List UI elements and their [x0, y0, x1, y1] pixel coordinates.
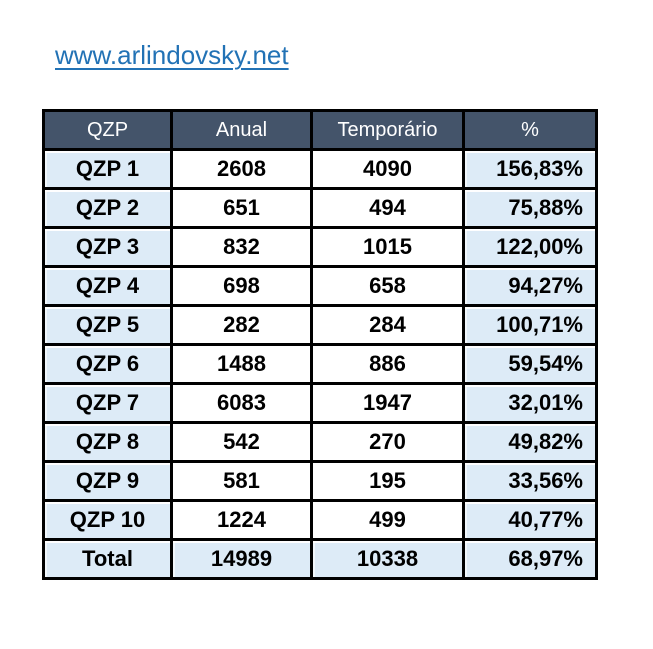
cell-qzp: QZP 1: [42, 148, 173, 190]
header-row: QZP Anual Temporário %: [42, 109, 598, 151]
table-row: QZP 1 2608 4090 156,83%: [42, 148, 598, 190]
cell-qzp: QZP 5: [42, 304, 173, 346]
table-row: QZP 5 282 284 100,71%: [42, 304, 598, 346]
cell-pct: 100,71%: [462, 304, 598, 346]
cell-qzp: QZP 2: [42, 187, 173, 229]
cell-pct: 75,88%: [462, 187, 598, 229]
cell-pct: 68,97%: [462, 538, 598, 580]
table-row: QZP 6 1488 886 59,54%: [42, 343, 598, 385]
cell-pct: 40,77%: [462, 499, 598, 541]
cell-temporario: 1947: [310, 382, 465, 424]
page: www.arlindovsky.net QZP Anual Temporário…: [42, 40, 598, 580]
cell-pct: 122,00%: [462, 226, 598, 268]
cell-pct: 49,82%: [462, 421, 598, 463]
cell-anual: 14989: [170, 538, 313, 580]
table-row: QZP 9 581 195 33,56%: [42, 460, 598, 502]
cell-qzp: QZP 9: [42, 460, 173, 502]
cell-anual: 282: [170, 304, 313, 346]
website-link[interactable]: www.arlindovsky.net: [55, 40, 289, 70]
qzp-table: QZP Anual Temporário % QZP 1 2608 4090 1…: [42, 109, 598, 580]
cell-qzp: QZP 10: [42, 499, 173, 541]
cell-anual: 2608: [170, 148, 313, 190]
cell-temporario: 1015: [310, 226, 465, 268]
column-header-temporario: Temporário: [310, 109, 465, 151]
cell-temporario: 195: [310, 460, 465, 502]
table-body: QZP 1 2608 4090 156,83% QZP 2 651 494 75…: [42, 148, 598, 580]
cell-pct: 59,54%: [462, 343, 598, 385]
cell-pct: 94,27%: [462, 265, 598, 307]
cell-qzp: QZP 7: [42, 382, 173, 424]
cell-temporario: 284: [310, 304, 465, 346]
table-row: QZP 3 832 1015 122,00%: [42, 226, 598, 268]
cell-qzp: Total: [42, 538, 173, 580]
cell-qzp: QZP 4: [42, 265, 173, 307]
cell-anual: 1224: [170, 499, 313, 541]
cell-anual: 832: [170, 226, 313, 268]
cell-qzp: QZP 6: [42, 343, 173, 385]
table-row: QZP 2 651 494 75,88%: [42, 187, 598, 229]
cell-anual: 581: [170, 460, 313, 502]
cell-temporario: 4090: [310, 148, 465, 190]
cell-temporario: 499: [310, 499, 465, 541]
cell-temporario: 494: [310, 187, 465, 229]
table-row: QZP 10 1224 499 40,77%: [42, 499, 598, 541]
cell-temporario: 658: [310, 265, 465, 307]
cell-pct: 33,56%: [462, 460, 598, 502]
cell-anual: 6083: [170, 382, 313, 424]
table-row: Total 14989 10338 68,97%: [42, 538, 598, 580]
cell-anual: 542: [170, 421, 313, 463]
cell-anual: 651: [170, 187, 313, 229]
column-header-anual: Anual: [170, 109, 313, 151]
column-header-qzp: QZP: [42, 109, 173, 151]
table-row: QZP 8 542 270 49,82%: [42, 421, 598, 463]
cell-anual: 1488: [170, 343, 313, 385]
cell-temporario: 10338: [310, 538, 465, 580]
cell-qzp: QZP 8: [42, 421, 173, 463]
cell-qzp: QZP 3: [42, 226, 173, 268]
column-header-pct: %: [462, 109, 598, 151]
table-row: QZP 7 6083 1947 32,01%: [42, 382, 598, 424]
cell-pct: 156,83%: [462, 148, 598, 190]
cell-temporario: 886: [310, 343, 465, 385]
cell-temporario: 270: [310, 421, 465, 463]
table-row: QZP 4 698 658 94,27%: [42, 265, 598, 307]
cell-anual: 698: [170, 265, 313, 307]
cell-pct: 32,01%: [462, 382, 598, 424]
